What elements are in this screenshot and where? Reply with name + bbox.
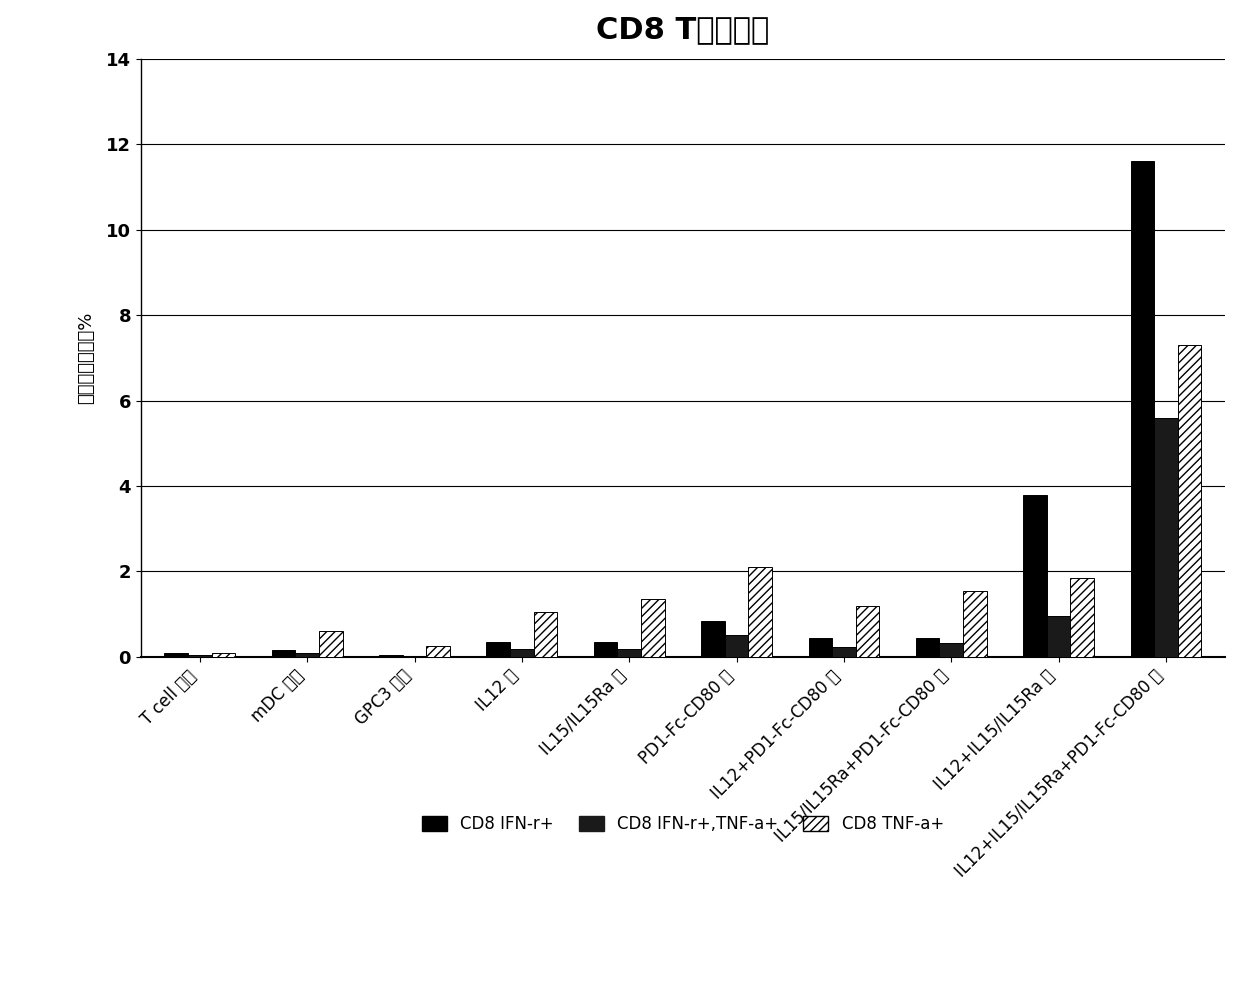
Bar (427, 646, 450, 657)
Bar (295, 653, 319, 657)
Bar (1154, 418, 1178, 657)
Bar (1023, 494, 1047, 657)
Bar (749, 567, 773, 657)
Bar (594, 642, 618, 657)
Bar (1047, 617, 1070, 657)
Bar (319, 631, 342, 657)
Bar (212, 652, 236, 657)
Bar (963, 591, 987, 657)
Bar (272, 650, 295, 657)
Title: CD8 T细胞应答: CD8 T细胞应答 (596, 15, 770, 44)
Bar (641, 599, 665, 657)
Bar (725, 635, 749, 657)
Bar (1178, 345, 1202, 657)
Bar (832, 647, 856, 657)
Bar (165, 653, 188, 657)
Bar (618, 649, 641, 657)
Bar (856, 606, 879, 657)
Bar (403, 656, 427, 657)
Legend: CD8 IFN-r+, CD8 IFN-r+,TNF-a+, CD8 TNF-a+: CD8 IFN-r+, CD8 IFN-r+,TNF-a+, CD8 TNF-a… (415, 809, 951, 840)
Bar (510, 649, 533, 657)
Bar (379, 655, 403, 657)
Bar (533, 612, 557, 657)
Bar (701, 621, 725, 657)
Bar (1070, 578, 1094, 657)
Bar (940, 643, 963, 657)
Bar (486, 642, 510, 657)
Bar (1131, 162, 1154, 657)
Bar (916, 637, 940, 657)
Y-axis label: 阳性细胞频率，%: 阳性细胞频率，% (77, 311, 95, 404)
Bar (188, 655, 212, 657)
Bar (808, 637, 832, 657)
